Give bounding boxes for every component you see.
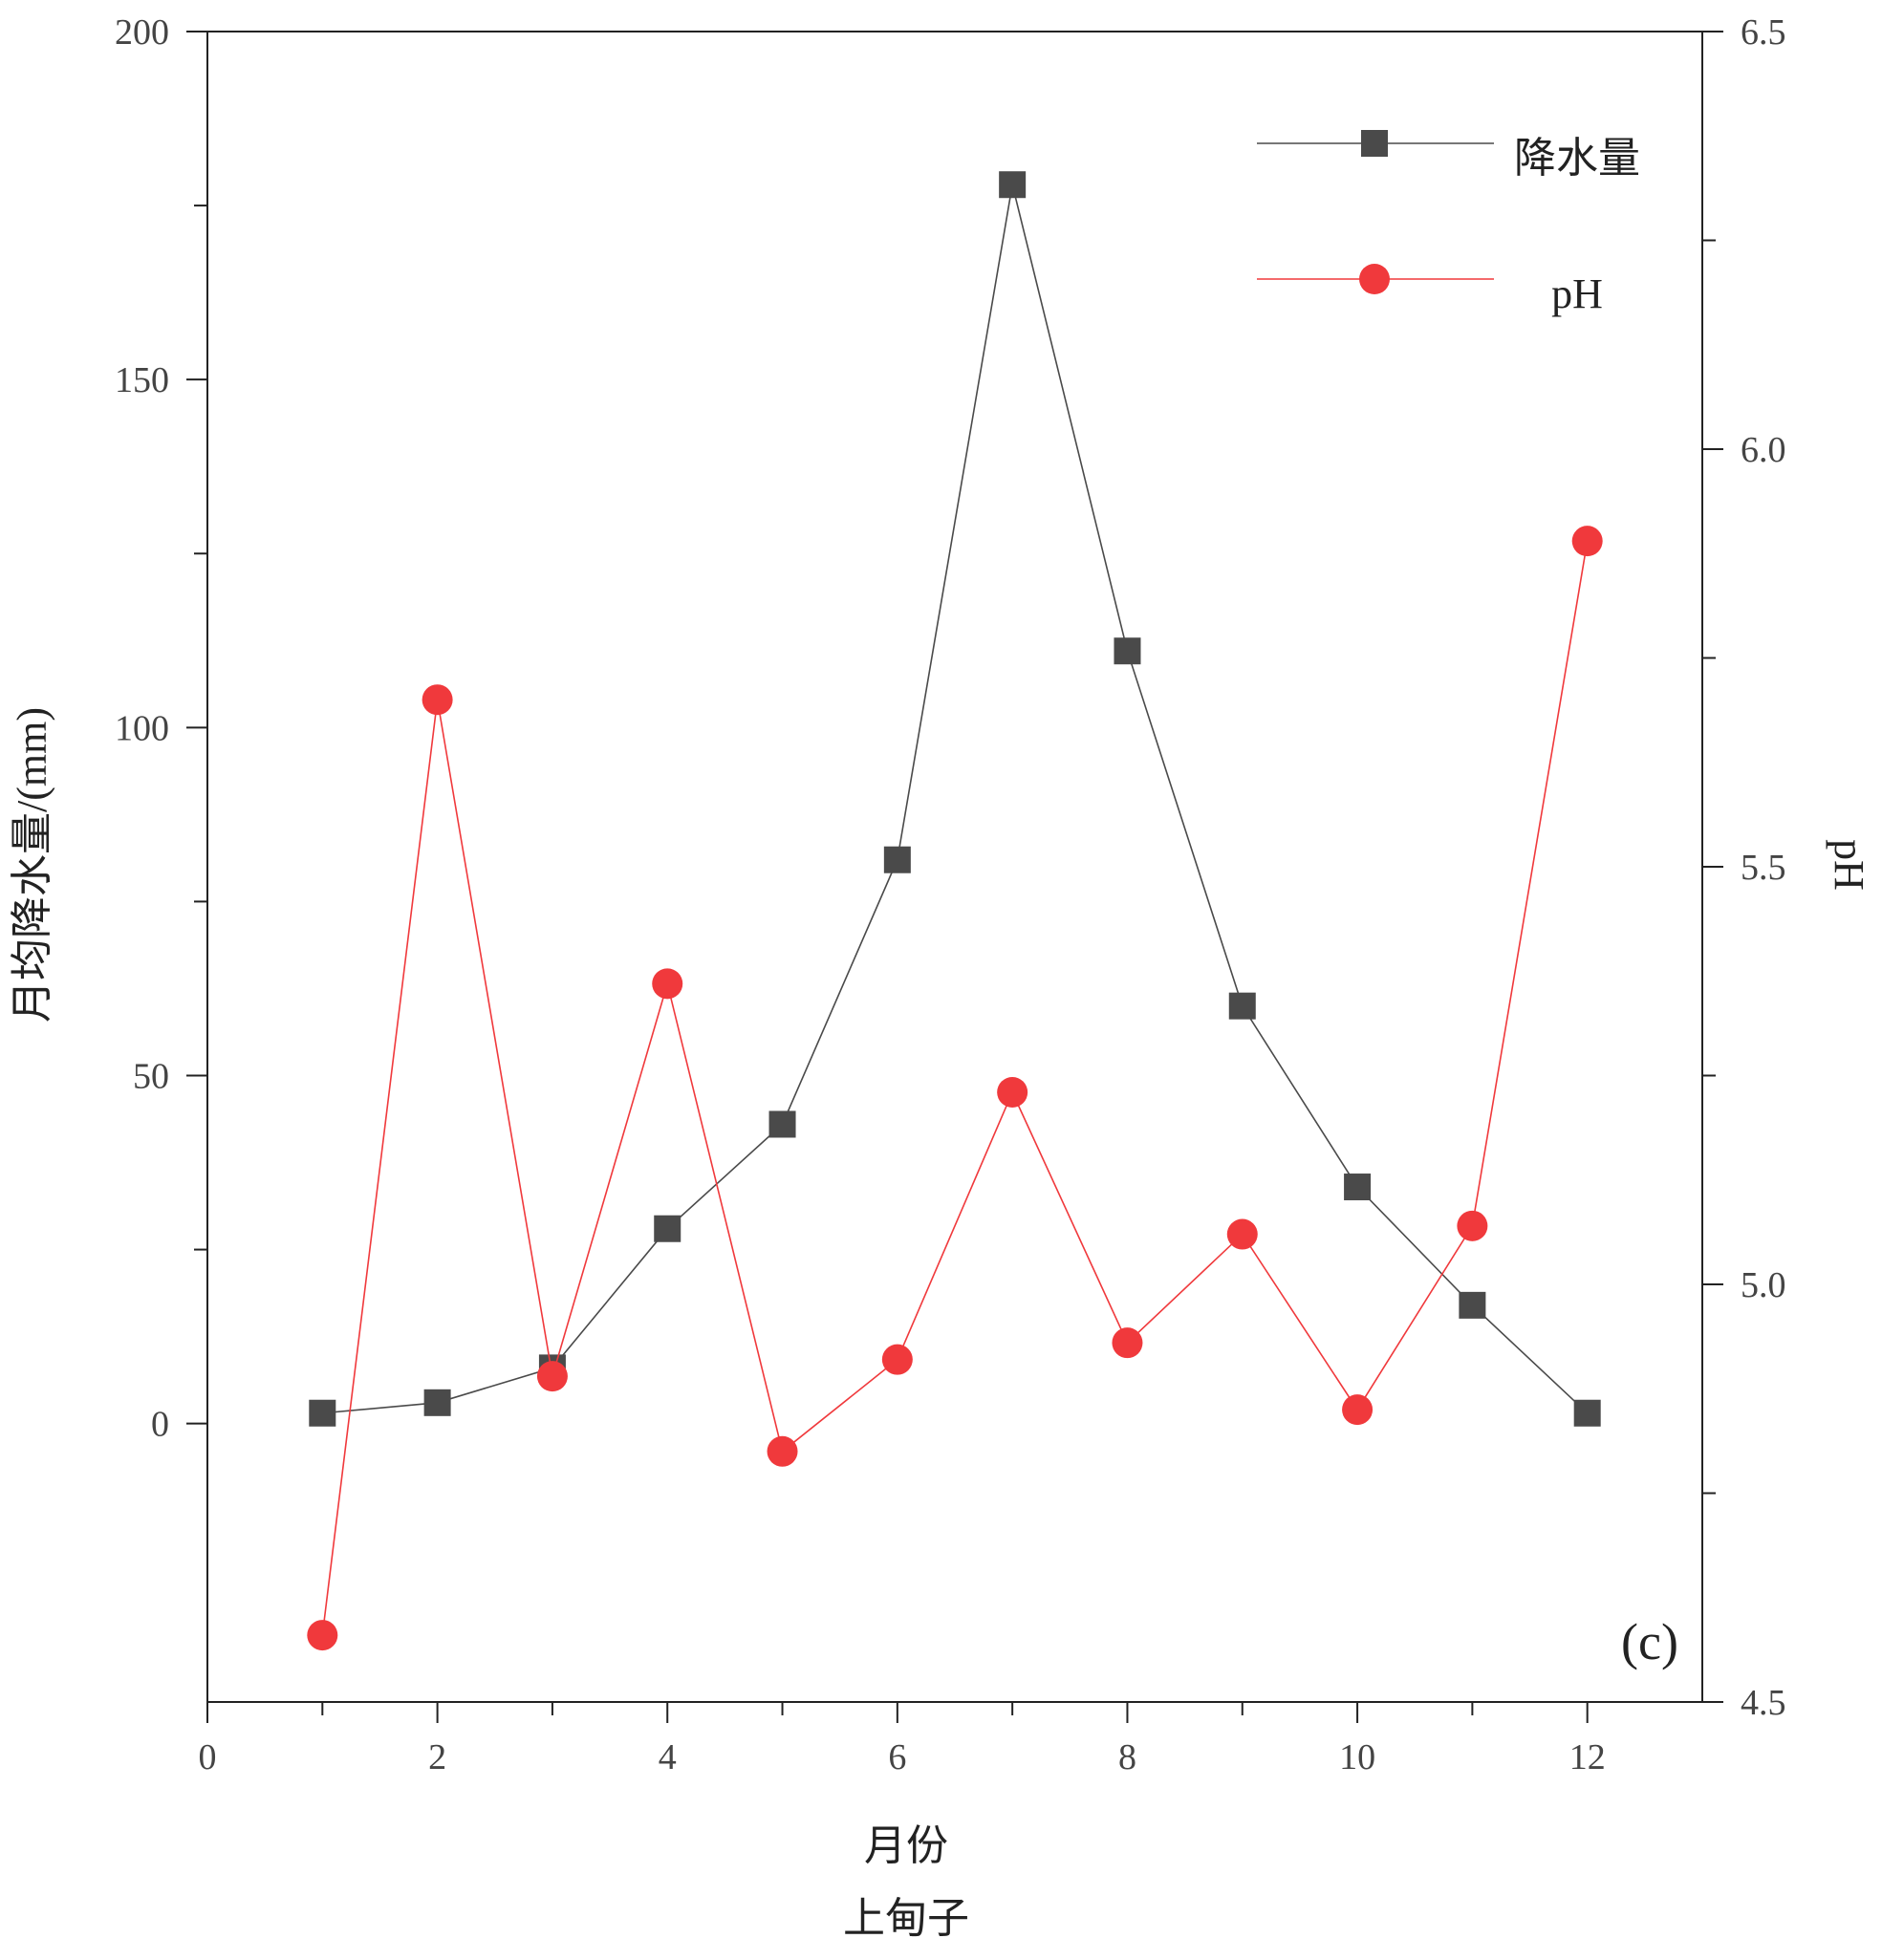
series-point-circle — [1112, 1327, 1143, 1359]
y-left-tick-label: 200 — [115, 12, 169, 53]
y-left-tick-label: 50 — [133, 1057, 169, 1097]
series-point-square — [423, 1389, 451, 1416]
series-point-square — [654, 1215, 681, 1242]
y-left-axis-title: 月均降水量/(mm) — [9, 707, 55, 1023]
series-point-square — [999, 171, 1027, 199]
legend-marker-circle — [1359, 264, 1390, 294]
series-point-circle — [1342, 1394, 1374, 1426]
series-line-2 — [321, 541, 1589, 1636]
y-left-tick-label: 100 — [115, 708, 169, 748]
plot-frame — [206, 31, 1703, 1703]
y-right-tick-label: 5.5 — [1741, 848, 1786, 888]
series-point-circle — [767, 1435, 798, 1467]
series-point-circle — [536, 1361, 568, 1392]
y-right-tick-label: 6.5 — [1741, 12, 1786, 53]
legend-marker-square — [1361, 130, 1388, 157]
x-tick-label: 12 — [1569, 1737, 1606, 1777]
x-tick-label: 4 — [659, 1737, 677, 1777]
series-point-square — [1344, 1174, 1372, 1201]
series-point-circle — [307, 1620, 338, 1651]
x-axis-title: 月份 — [864, 1822, 948, 1869]
legend-label-2: pH — [1551, 270, 1603, 317]
y-left-tick-label: 0 — [151, 1405, 169, 1445]
series-point-circle — [881, 1344, 913, 1375]
y-right-tick-label: 5.0 — [1741, 1265, 1786, 1305]
series-point-square — [768, 1110, 796, 1138]
series-point-square — [1459, 1291, 1486, 1319]
series-point-circle — [1571, 526, 1603, 557]
series-point-square — [1573, 1399, 1601, 1427]
x-tick-label: 6 — [888, 1737, 906, 1777]
series-point-square — [1228, 992, 1256, 1020]
y-right-axis-title: pH — [1826, 839, 1872, 891]
series-point-square — [309, 1399, 336, 1427]
series-point-circle — [422, 684, 453, 716]
x-tick-label: 10 — [1339, 1737, 1375, 1777]
series-line-1 — [322, 184, 1589, 1414]
series-point-square — [883, 846, 911, 873]
panel-label: (c) — [1621, 1613, 1678, 1670]
series-point-circle — [997, 1076, 1028, 1108]
series-point-circle — [1457, 1210, 1488, 1241]
x-tick-label: 2 — [428, 1737, 446, 1777]
x-tick-label: 8 — [1118, 1737, 1136, 1777]
series-point-square — [1114, 637, 1141, 665]
x-tick-label: 0 — [199, 1737, 217, 1777]
series-point-circle — [652, 968, 683, 1000]
legend-label-1: 降水量 — [1514, 135, 1640, 182]
y-right-tick-label: 6.0 — [1741, 430, 1786, 470]
chart-subtitle: 上甸子 — [843, 1895, 969, 1942]
y-left-tick-label: 150 — [115, 360, 169, 400]
y-right-tick-label: 4.5 — [1741, 1683, 1786, 1723]
series-point-circle — [1226, 1218, 1258, 1250]
